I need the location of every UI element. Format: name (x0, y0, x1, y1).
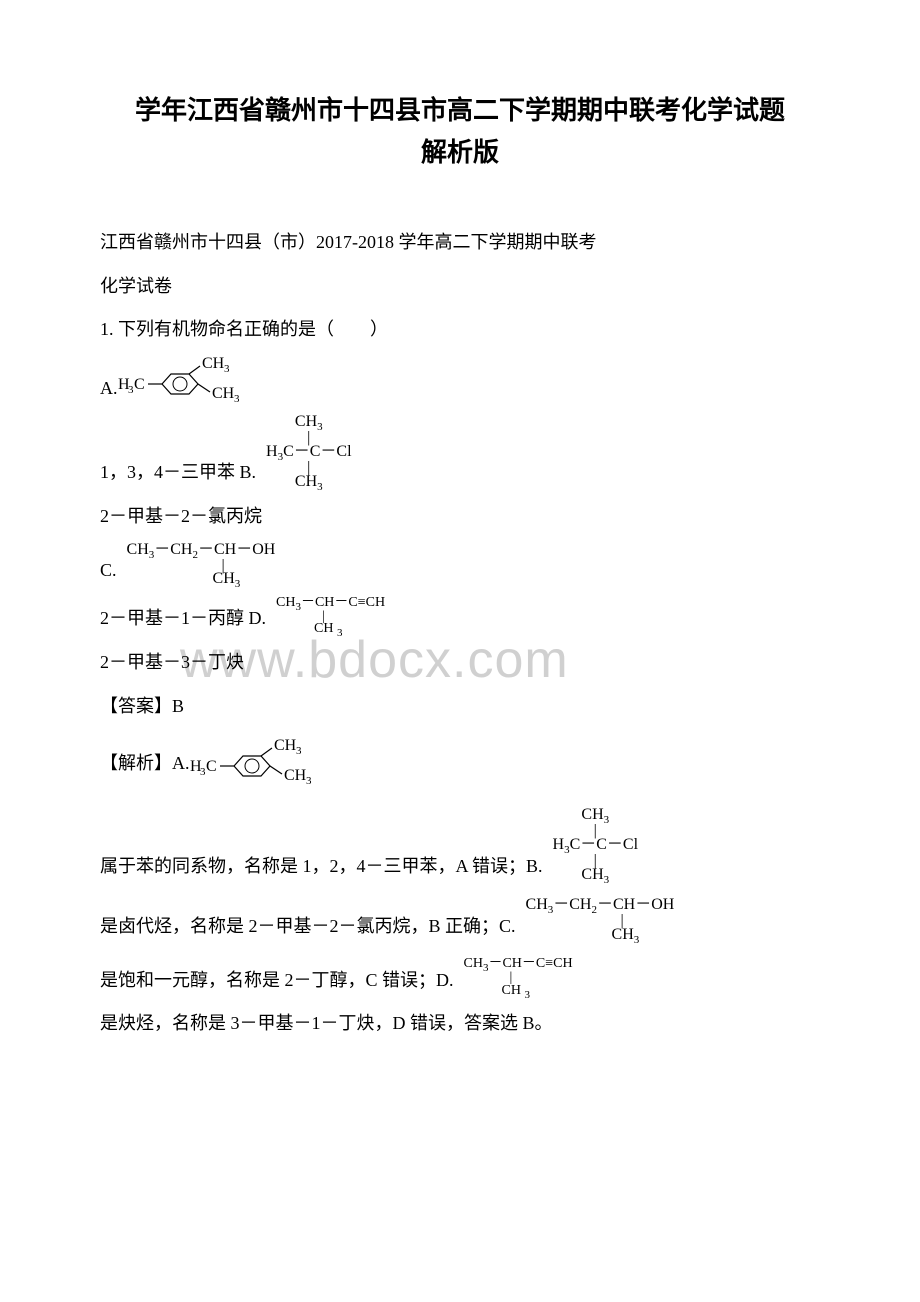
svg-text:3: 3 (234, 393, 240, 405)
analysis-text-2: 是卤代烃，名称是 2－甲基－2－氯丙烷，B 正确；C. (100, 907, 516, 947)
svg-text:CH: CH (212, 385, 235, 402)
svg-text:3: 3 (296, 745, 302, 757)
option-a-name: 1，3，4－三甲苯 B. (100, 453, 256, 493)
title-line-2: 解析版 (100, 132, 820, 174)
option-a-text-row: 1，3，4－三甲苯 B. CH3 | H3C－C－Cl | CH3 (100, 413, 820, 493)
answer-line: 【答案】B (100, 687, 820, 727)
option-b-name: 2－甲基－2－氯丙烷 (100, 497, 820, 537)
option-c-text-row: 2－甲基－1－丙醇 D. CH3－CH－C≡CH | CH 3 (100, 595, 820, 639)
title-line-1: 学年江西省赣州市十四县市高二下学期期中联考化学试题 (100, 90, 820, 132)
question-1-stem: 1. 下列有机物命名正确的是（ ） (100, 310, 820, 350)
chloropropane-icon-2: CH3 | H3C－C－Cl | CH3 (553, 806, 639, 886)
intro-line-1: 江西省赣州市十四县（市）2017-2018 学年高二下学期期中联考 (100, 223, 820, 263)
svg-text:3: 3 (306, 775, 312, 787)
option-c-row: C. CH3－CH2－CH－OH | CH3 (100, 541, 820, 591)
svg-text:CH: CH (274, 737, 297, 754)
svg-text:CH: CH (202, 355, 225, 372)
analysis-line-4: 是炔烃，名称是 3－甲基－1－丁炔，D 错误，答案选 B。 (100, 1004, 820, 1044)
option-a-row: A. H3C CH3 CH3 (100, 354, 820, 409)
butyne-icon-2: CH3－CH－C≡CH | CH 3 (464, 956, 573, 1000)
trimethylbenzene-icon-2: H3C CH3 CH3 (190, 736, 340, 791)
analysis-line-3: 是饱和一元醇，名称是 2－丁醇，C 错误；D. CH3－CH－C≡CH | CH… (100, 956, 820, 1000)
svg-text:CH: CH (284, 767, 307, 784)
butanol-icon: CH3－CH2－CH－OH | CH3 (127, 541, 276, 591)
option-d-name: 2－甲基－3－丁炔 (100, 643, 820, 683)
option-a-label: A. (100, 369, 118, 409)
analysis-text-3: 是饱和一元醇，名称是 2－丁醇，C 错误；D. (100, 961, 454, 1001)
document-body: 学年江西省赣州市十四县市高二下学期期中联考化学试题 解析版 江西省赣州市十四县（… (100, 90, 820, 1044)
document-content: 江西省赣州市十四县（市）2017-2018 学年高二下学期期中联考 化学试卷 1… (100, 223, 820, 1044)
analysis-text-1: 属于苯的同系物，名称是 1，2，4－三甲苯，A 错误；B. (100, 847, 543, 887)
chloropropane-icon: CH3 | H3C－C－Cl | CH3 (266, 413, 352, 493)
option-c-name: 2－甲基－1－丙醇 D. (100, 599, 266, 639)
butyne-icon: CH3－CH－C≡CH | CH 3 (276, 595, 385, 639)
butanol-icon-2: CH3－CH2－CH－OH | CH3 (526, 896, 675, 946)
trimethylbenzene-icon: H3C CH3 CH3 (118, 354, 268, 409)
svg-text:C: C (134, 376, 145, 393)
svg-text:C: C (206, 758, 217, 775)
document-title: 学年江西省赣州市十四县市高二下学期期中联考化学试题 解析版 (100, 90, 820, 173)
analysis-label: 【解析】A. (100, 744, 190, 784)
analysis-a-row: 【解析】A. H3C CH3 CH3 (100, 736, 820, 791)
option-c-label: C. (100, 551, 117, 591)
analysis-line-2: 是卤代烃，名称是 2－甲基－2－氯丙烷，B 正确；C. CH3－CH2－CH－O… (100, 896, 820, 946)
intro-line-2: 化学试卷 (100, 267, 820, 307)
analysis-line-1: 属于苯的同系物，名称是 1，2，4－三甲苯，A 错误；B. CH3 | H3C－… (100, 806, 820, 886)
svg-text:3: 3 (224, 363, 230, 375)
